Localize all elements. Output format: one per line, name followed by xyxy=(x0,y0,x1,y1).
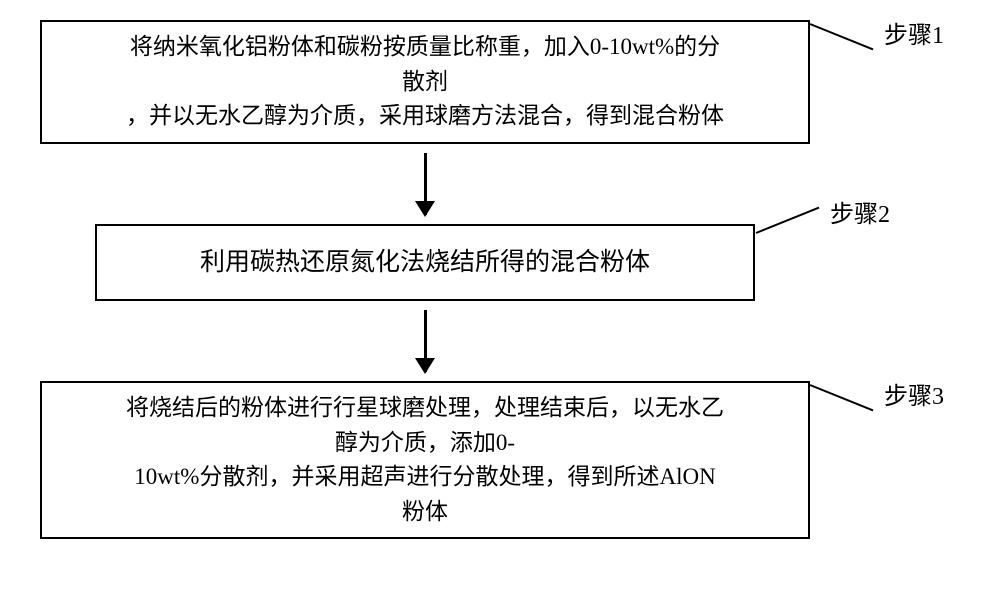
step-3-line-1: 将烧结后的粉体进行行星球磨处理，处理结束后，以无水乙 xyxy=(126,391,724,426)
step-3-line-3: 10wt%分散剂，并采用超声进行分散处理，得到所述AlON xyxy=(134,460,715,495)
step-1-line-3: ，并以无水乙醇为介质，采用球磨方法混合，得到混合粉体 xyxy=(126,99,724,134)
step-1-leader: 步骤1 xyxy=(810,15,944,50)
step-3-box: 将烧结后的粉体进行行星球磨处理，处理结束后，以无水乙 醇为介质，添加0- 10w… xyxy=(40,381,810,539)
leader-line-icon xyxy=(810,23,874,50)
step-3-leader: 步骤3 xyxy=(810,376,944,411)
step-3-row: 将烧结后的粉体进行行星球磨处理，处理结束后，以无水乙 醇为介质，添加0- 10w… xyxy=(40,381,960,539)
step-3-label: 步骤3 xyxy=(884,376,944,411)
step-3-line-2: 醇为介质，添加0- xyxy=(335,426,515,461)
step-2-leader: 步骤2 xyxy=(756,224,890,234)
step-1-line-1: 将纳米氧化铝粉体和碳粉按质量比称重，加入0-10wt%的分 xyxy=(130,30,720,65)
step-1-line-2: 散剂 xyxy=(402,65,448,100)
arrow-2 xyxy=(40,301,810,381)
step-2-box: 利用碳热还原氮化法烧结所得的混合粉体 xyxy=(95,224,755,302)
flowchart: 将纳米氧化铝粉体和碳粉按质量比称重，加入0-10wt%的分 散剂 ，并以无水乙醇… xyxy=(40,20,960,539)
step-2-label: 步骤2 xyxy=(830,194,890,229)
step-1-row: 将纳米氧化铝粉体和碳粉按质量比称重，加入0-10wt%的分 散剂 ，并以无水乙醇… xyxy=(40,20,960,144)
step-3-line-4: 粉体 xyxy=(402,495,448,530)
step-1-box: 将纳米氧化铝粉体和碳粉按质量比称重，加入0-10wt%的分 散剂 ，并以无水乙醇… xyxy=(40,20,810,144)
step-2-row: 利用碳热还原氮化法烧结所得的混合粉体 步骤2 xyxy=(40,224,960,302)
arrow-down-icon xyxy=(424,153,427,215)
arrow-1 xyxy=(40,144,810,224)
step-1-label: 步骤1 xyxy=(884,15,944,50)
arrow-down-icon xyxy=(424,310,427,372)
step-2-line-1: 利用碳热还原氮化法烧结所得的混合粉体 xyxy=(200,244,650,282)
leader-line-icon xyxy=(810,384,874,411)
